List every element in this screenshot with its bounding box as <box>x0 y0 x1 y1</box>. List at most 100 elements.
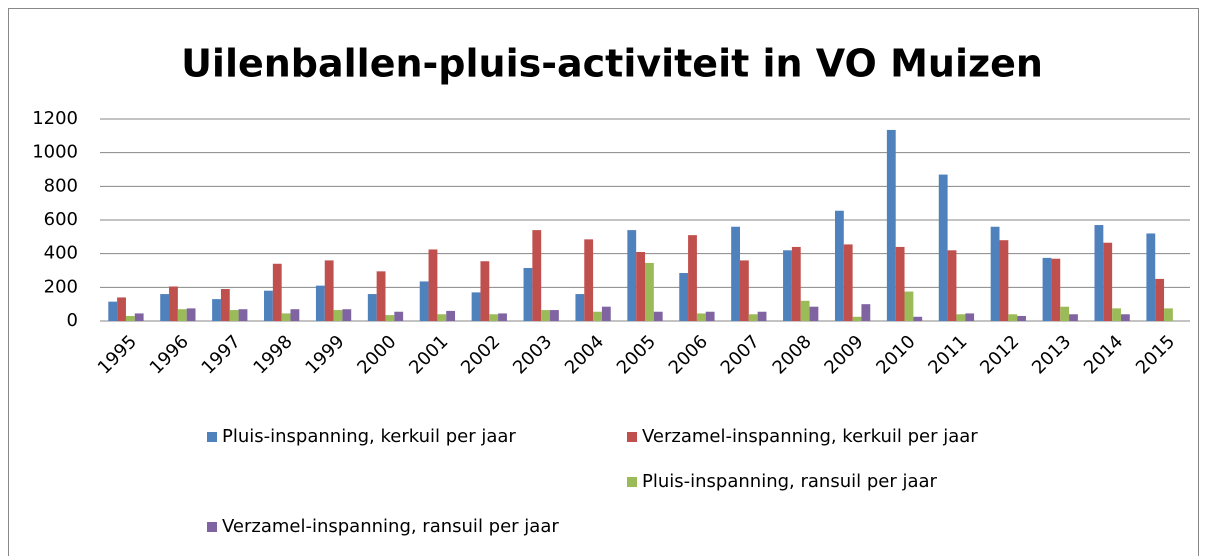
bar <box>852 316 862 321</box>
bar <box>688 235 697 321</box>
bar <box>1164 308 1173 321</box>
bar <box>367 294 377 321</box>
chart-border <box>8 8 1199 560</box>
bar <box>947 250 957 321</box>
legend-swatch <box>207 522 217 532</box>
bar <box>1155 278 1165 321</box>
bar <box>108 301 118 321</box>
bar <box>809 306 819 321</box>
bar <box>679 273 689 321</box>
bar <box>783 250 792 321</box>
bar <box>186 308 196 321</box>
bar <box>333 310 343 321</box>
bar <box>843 244 853 321</box>
bar <box>956 314 966 321</box>
bar <box>125 315 135 321</box>
bar <box>1094 225 1104 321</box>
y-tick-label: 1200 <box>32 108 78 129</box>
y-tick-label: 800 <box>44 175 78 196</box>
bar <box>324 260 334 321</box>
bar <box>523 267 533 321</box>
bar <box>498 313 507 321</box>
bar <box>593 311 602 321</box>
bar <box>272 263 282 321</box>
bar <box>117 297 126 321</box>
bar <box>627 230 637 321</box>
bar <box>895 246 905 321</box>
y-tick-label: 200 <box>44 276 78 297</box>
bar <box>834 210 844 321</box>
bar <box>965 313 975 321</box>
bar <box>1060 306 1070 321</box>
bar <box>938 174 948 321</box>
bar <box>636 251 645 321</box>
bar <box>177 309 187 321</box>
y-tick-label: 0 <box>67 310 78 331</box>
bar <box>160 294 170 321</box>
legend-label: Verzamel-inspanning, ransuil per jaar <box>222 516 559 537</box>
bar <box>999 240 1009 321</box>
bar <box>601 306 611 321</box>
y-tick-label: 600 <box>44 209 78 230</box>
legend-swatch <box>207 432 217 442</box>
bar <box>532 230 542 321</box>
bar <box>550 310 559 321</box>
bar <box>1042 257 1052 321</box>
legend-label: Pluis-inspanning, kerkuil per jaar <box>222 426 516 447</box>
bar <box>385 315 395 321</box>
bar <box>428 249 438 321</box>
bar <box>791 246 801 321</box>
bar <box>886 129 896 321</box>
bar <box>696 313 706 321</box>
legend-swatch <box>627 432 637 442</box>
bar <box>653 311 663 321</box>
bar <box>169 286 178 321</box>
bar <box>1146 233 1156 321</box>
bar <box>1017 315 1026 321</box>
bar <box>1120 314 1130 321</box>
bar <box>1112 308 1121 321</box>
bar <box>757 311 767 321</box>
bar <box>281 313 291 321</box>
legend-swatch <box>627 477 637 487</box>
bar <box>342 309 352 321</box>
legend-label: Verzamel-inspanning, kerkuil per jaar <box>642 426 978 447</box>
bar <box>800 300 810 321</box>
bar <box>489 314 499 321</box>
bar <box>904 291 914 321</box>
bar <box>575 294 585 321</box>
bar <box>376 271 386 321</box>
bar <box>480 261 490 321</box>
bar <box>264 290 273 321</box>
bar <box>437 314 447 321</box>
bar <box>229 310 239 321</box>
bar <box>212 299 221 321</box>
y-tick-label: 400 <box>44 243 78 264</box>
bar <box>645 262 654 321</box>
chart-title: Uilenballen-pluis-activiteit in VO Muize… <box>181 42 1043 86</box>
bar <box>238 309 248 321</box>
bar <box>861 304 871 321</box>
bar <box>739 260 749 321</box>
bar <box>1008 314 1018 321</box>
bar <box>446 310 456 321</box>
bar <box>315 285 325 321</box>
bar <box>731 226 740 321</box>
bar <box>913 316 923 321</box>
bar <box>541 310 551 321</box>
legend-label: Pluis-inspanning, ransuil per jaar <box>642 471 938 492</box>
bar <box>220 289 230 321</box>
y-tick-label: 1000 <box>32 142 78 163</box>
bar <box>1069 314 1078 321</box>
bar <box>990 226 1000 321</box>
bar <box>394 311 404 321</box>
bar <box>290 309 300 321</box>
bar <box>705 311 715 321</box>
bar <box>584 239 594 321</box>
bar <box>471 292 481 321</box>
bar <box>134 313 144 321</box>
bar <box>748 314 758 321</box>
bar <box>1051 258 1061 321</box>
